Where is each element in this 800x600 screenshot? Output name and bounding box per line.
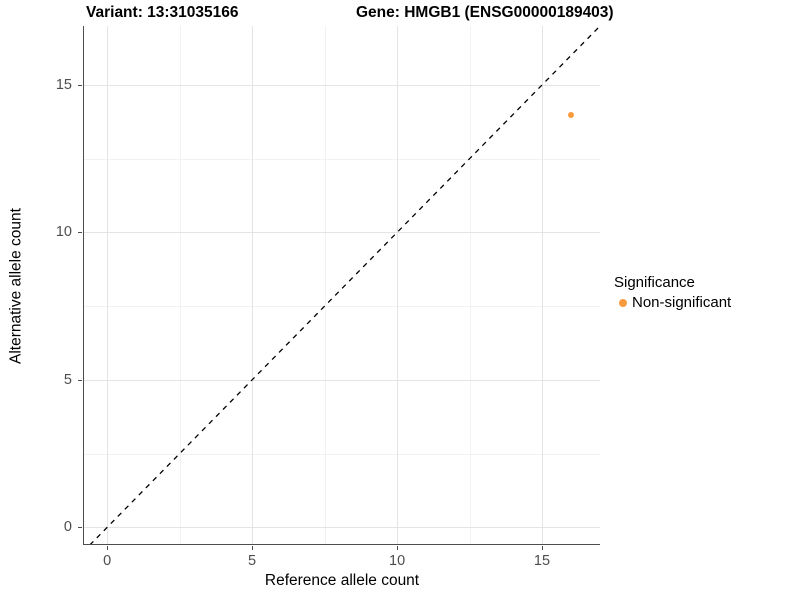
legend: Significance Non-significant (614, 274, 799, 312)
gridline (252, 26, 254, 545)
legend-items: Non-significant (614, 294, 799, 312)
x-tick-mark (107, 546, 109, 550)
x-tick-label: 10 (389, 553, 406, 569)
y-tick-mark (78, 379, 82, 381)
plot-title-gene: Gene: HMGB1 (ENSG00000189403) (356, 4, 614, 21)
gridline (84, 453, 600, 455)
plot-title-variant: Variant: 13:31035166 (86, 4, 239, 21)
y-tick-label: 0 (63, 519, 72, 536)
gridline (84, 379, 600, 381)
gridline (179, 26, 181, 545)
gridline (397, 26, 399, 545)
legend-item[interactable]: Non-significant (614, 294, 799, 312)
y-tick-mark (78, 85, 82, 86)
legend-item-label: Non-significant (632, 294, 732, 311)
x-axis-line (84, 544, 600, 546)
gridline (542, 26, 543, 545)
y-tick-mark (78, 232, 82, 234)
y-tick-label: 15 (55, 77, 72, 93)
y-tick-mark (78, 527, 82, 529)
gridline (84, 158, 600, 160)
y-tick-label: 5 (63, 371, 72, 388)
y-axis-title: Alternative allele count (7, 208, 25, 364)
x-tick-label: 5 (248, 553, 257, 569)
x-tick-label: 15 (533, 553, 551, 569)
y-tick-label: 10 (55, 224, 72, 241)
gridline (84, 85, 600, 86)
x-axis-title: Reference allele count (264, 572, 420, 589)
gridline (469, 26, 471, 545)
gridline (84, 306, 600, 308)
x-tick-mark (252, 546, 254, 550)
title-row: Variant: 13:31035166 Gene: HMGB1 (ENSG00… (0, 4, 800, 24)
filled-circle-marker-icon (614, 295, 631, 312)
gridline (107, 26, 109, 545)
gridline (324, 26, 326, 545)
legend-title: Significance (614, 274, 695, 291)
x-tick-mark (397, 546, 399, 550)
gridline (84, 232, 600, 234)
plot-panel (84, 26, 600, 545)
y-axis-line (83, 26, 85, 545)
x-tick-mark (542, 546, 543, 550)
data-point[interactable] (568, 111, 574, 118)
x-tick-label: 0 (103, 553, 112, 569)
gridline (84, 527, 600, 529)
identity-reference-line (89, 26, 600, 545)
